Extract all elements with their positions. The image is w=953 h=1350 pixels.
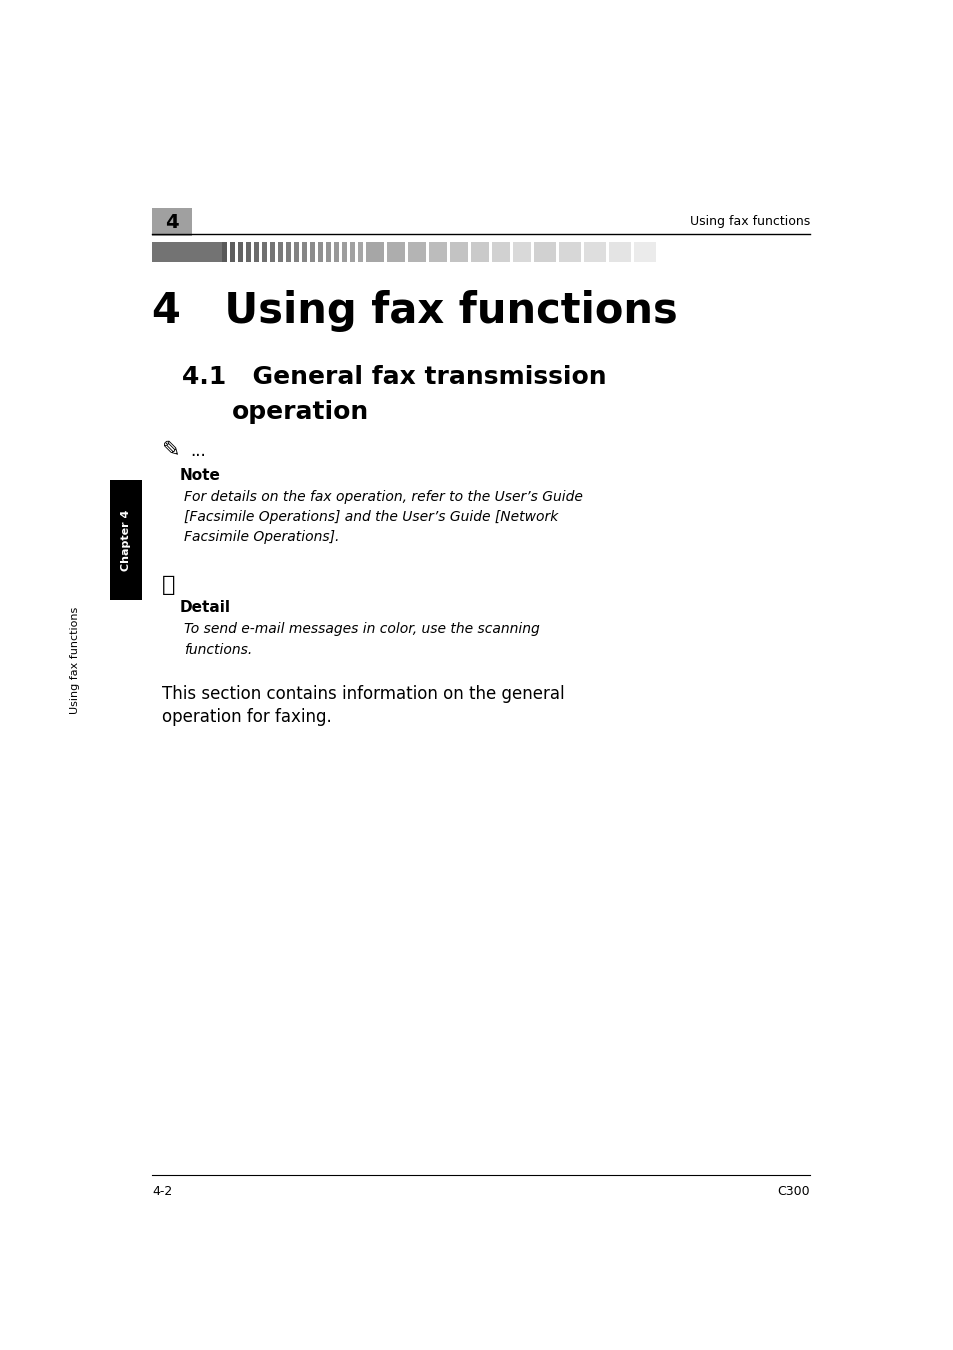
Bar (237, 242, 243, 262)
Text: functions.: functions. (184, 643, 252, 657)
Bar (558, 242, 580, 262)
Bar (270, 242, 274, 262)
Text: C300: C300 (777, 1185, 809, 1197)
Text: ...: ... (190, 441, 206, 460)
Bar (262, 242, 267, 262)
Bar (110, 481, 142, 599)
Bar (294, 242, 298, 262)
Bar (277, 242, 283, 262)
Bar (317, 242, 323, 262)
Bar (246, 242, 251, 262)
Bar (310, 242, 314, 262)
Bar (350, 242, 355, 262)
Text: Using fax functions: Using fax functions (689, 216, 809, 228)
Text: Facsimile Operations].: Facsimile Operations]. (184, 531, 339, 544)
Bar (583, 242, 605, 262)
Bar (450, 242, 468, 262)
Bar (152, 208, 192, 236)
Text: [Facsimile Operations] and the User’s Guide [Network: [Facsimile Operations] and the User’s Gu… (184, 510, 558, 524)
Text: Using fax functions: Using fax functions (70, 606, 80, 714)
Bar (326, 242, 331, 262)
Text: operation: operation (232, 400, 369, 424)
Bar (366, 242, 384, 262)
Bar (387, 242, 405, 262)
Bar (429, 242, 447, 262)
Text: operation for faxing.: operation for faxing. (162, 707, 332, 726)
Text: 4: 4 (165, 212, 178, 231)
Bar (492, 242, 510, 262)
Text: Note: Note (180, 468, 221, 483)
Bar (534, 242, 556, 262)
Text: 4.1   General fax transmission: 4.1 General fax transmission (182, 364, 606, 389)
Bar (357, 242, 363, 262)
Bar (152, 242, 222, 262)
Bar (230, 242, 234, 262)
Bar (513, 242, 531, 262)
Text: 4-2: 4-2 (152, 1185, 172, 1197)
Text: 4   Using fax functions: 4 Using fax functions (152, 290, 677, 332)
Text: To send e-mail messages in color, use the scanning: To send e-mail messages in color, use th… (184, 622, 539, 636)
Bar (341, 242, 347, 262)
Text: 🔍: 🔍 (162, 575, 175, 595)
Bar (286, 242, 291, 262)
Bar (408, 242, 426, 262)
Bar (471, 242, 489, 262)
Bar (334, 242, 338, 262)
Bar (634, 242, 656, 262)
Text: Detail: Detail (180, 599, 231, 616)
Text: ✎: ✎ (162, 440, 180, 460)
Bar (608, 242, 630, 262)
Text: Chapter 4: Chapter 4 (121, 509, 131, 571)
Bar (253, 242, 258, 262)
Bar (222, 242, 227, 262)
Text: This section contains information on the general: This section contains information on the… (162, 684, 564, 703)
Bar (302, 242, 307, 262)
Text: For details on the fax operation, refer to the User’s Guide: For details on the fax operation, refer … (184, 490, 582, 504)
